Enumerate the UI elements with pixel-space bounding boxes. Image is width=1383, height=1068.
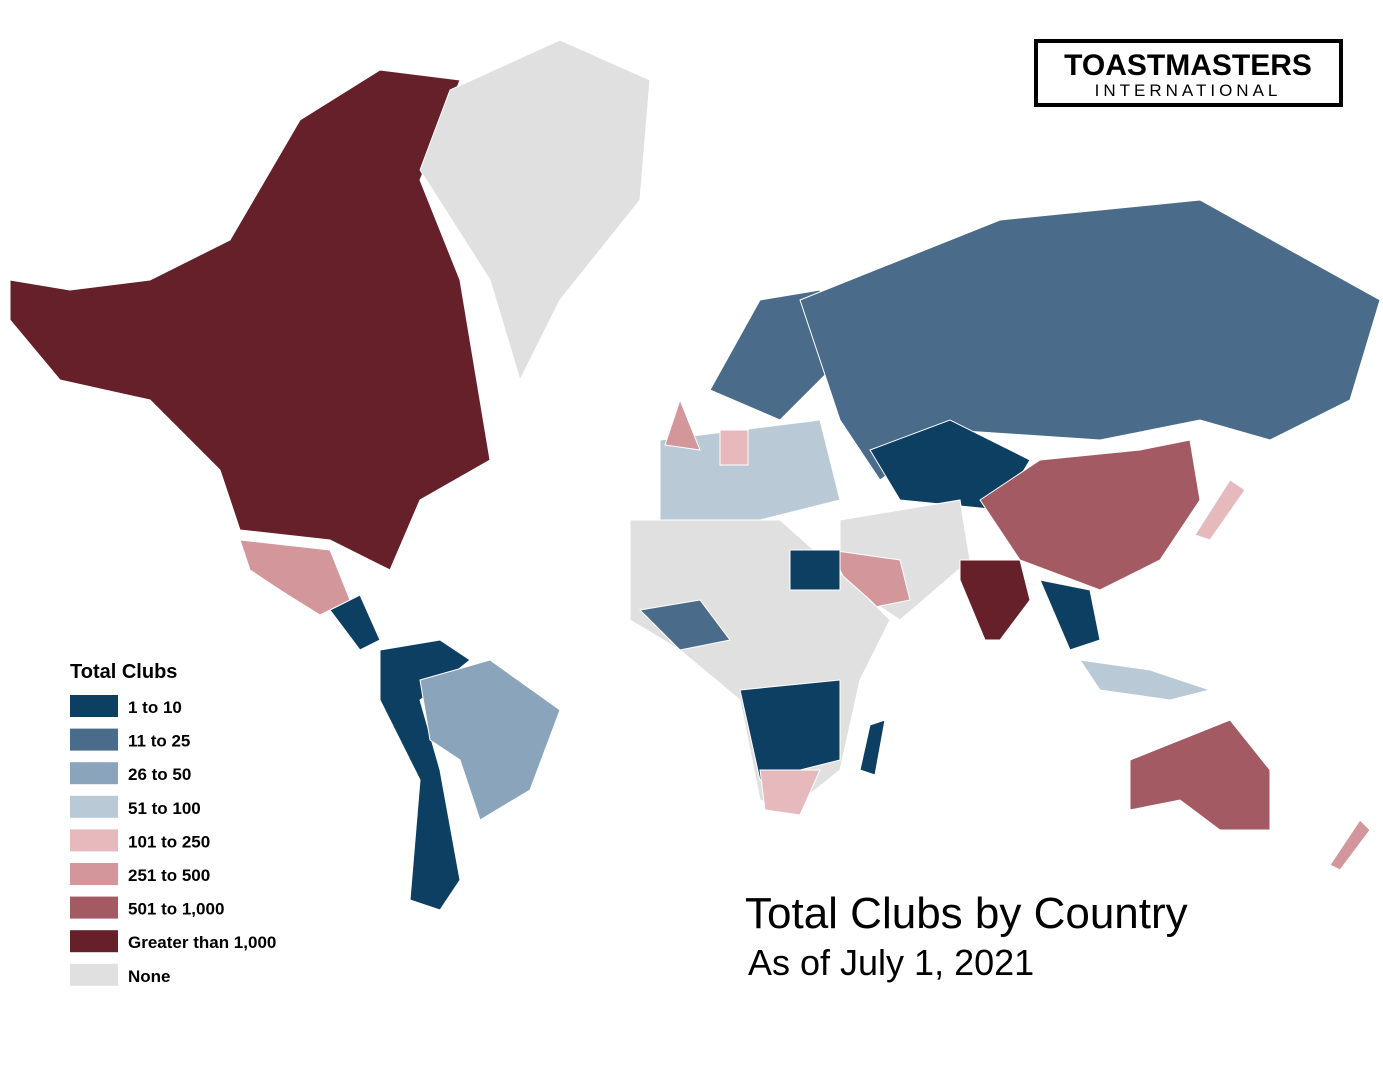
subtitle: As of July 1, 2021 — [748, 942, 1034, 983]
legend-swatch — [70, 896, 118, 919]
south-america-west — [379, 639, 471, 911]
central-america — [329, 594, 381, 651]
north-america — [9, 69, 491, 571]
china — [979, 439, 1201, 591]
legend-label: 11 to 25 — [128, 732, 190, 751]
legend-label: Greater than 1,000 — [128, 933, 276, 952]
legend-label: None — [128, 967, 171, 986]
logo-frame — [1034, 39, 1343, 107]
legend-title: Total Clubs — [70, 661, 177, 683]
mexico — [239, 539, 351, 616]
uk — [664, 398, 701, 451]
japan — [1194, 479, 1246, 541]
legend-label: 251 to 500 — [128, 866, 210, 885]
legend-swatch — [70, 762, 118, 785]
germany — [719, 429, 749, 466]
legend-swatch — [70, 863, 118, 885]
west-africa — [638, 599, 731, 651]
europe — [659, 419, 841, 521]
legend-label: 1 to 10 — [128, 698, 182, 717]
legend-swatch — [70, 930, 118, 953]
new-zealand — [1329, 819, 1371, 871]
legend-swatch — [70, 795, 118, 818]
legend: Total Clubs 1 to 10 11 to 25 26 to 50 51 to… — [70, 661, 276, 986]
australia — [1129, 719, 1271, 831]
brazil — [419, 659, 561, 821]
logo: TOASTMASTERS INTERNATIONAL — [1034, 39, 1343, 107]
south-africa — [759, 769, 821, 816]
legend-swatch — [70, 963, 118, 986]
legend-swatch — [70, 695, 118, 717]
southern-central-africa — [739, 679, 841, 781]
madagascar — [859, 719, 886, 776]
legend-label: 501 to 1,000 — [128, 900, 224, 919]
legend-label: 51 to 100 — [128, 799, 201, 818]
title: Total Clubs by Country — [745, 889, 1188, 938]
legend-swatch — [70, 728, 118, 751]
logo-name: TOASTMASTERS — [1064, 49, 1312, 82]
greenland — [419, 39, 651, 382]
legend-label: 26 to 50 — [128, 765, 191, 784]
logo-sub: INTERNATIONAL — [1095, 81, 1282, 100]
indonesia — [1078, 659, 1212, 701]
russia — [799, 199, 1381, 481]
legend-label: 101 to 250 — [128, 832, 210, 851]
india — [959, 559, 1031, 641]
southeast-asia — [1039, 579, 1101, 651]
egypt — [789, 549, 841, 591]
legend-swatch — [70, 829, 118, 852]
world-map — [9, 39, 1381, 911]
